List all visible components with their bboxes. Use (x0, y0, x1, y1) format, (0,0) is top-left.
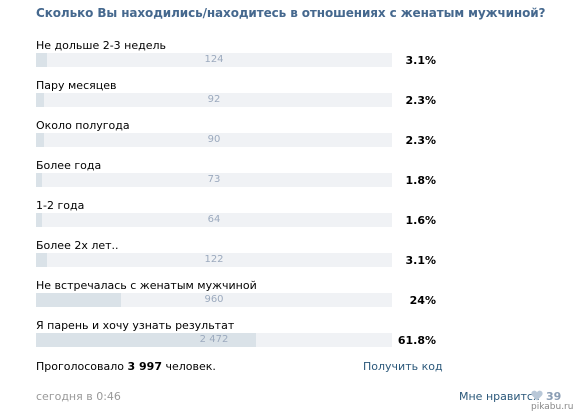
option-vote-count: 122 (204, 254, 224, 265)
option-bar: 124 (36, 53, 392, 67)
option-bar: 122 (36, 253, 392, 267)
option-percent: 24% (409, 294, 436, 307)
option-bar: 64 (36, 213, 392, 227)
voters-count: 3 997 (127, 360, 162, 373)
option-label: Более 2х лет.. (36, 239, 119, 252)
heart-icon[interactable] (531, 390, 543, 401)
option-vote-count: 73 (207, 174, 221, 185)
option-bar-fill (36, 93, 44, 107)
option-vote-count: 90 (207, 134, 221, 145)
option-bar: 2 472 (36, 333, 392, 347)
option-bar-fill (36, 133, 44, 147)
watermark: pikabu.ru (531, 402, 574, 412)
voters-prefix: Проголосовало (36, 360, 125, 373)
option-bar-fill (36, 173, 42, 187)
option-label: Не встречалась с женатым мужчиной (36, 279, 257, 292)
option-percent: 1.8% (405, 174, 436, 187)
option-percent: 2.3% (405, 134, 436, 147)
option-bar-fill (36, 293, 121, 307)
voters-summary: Проголосовало 3 997 человек. (36, 360, 216, 373)
option-label: Я парень и хочу узнать результат (36, 319, 235, 332)
option-bar-fill (36, 53, 47, 67)
option-vote-count: 2 472 (199, 334, 229, 345)
option-percent: 1.6% (405, 214, 436, 227)
option-vote-count: 124 (204, 54, 224, 65)
poll-title: Сколько Вы находились/находитесь в отнош… (36, 6, 546, 20)
poll-option[interactable]: Не встречалась с женатым мужчиной 960 24… (0, 279, 583, 319)
option-label: Не дольше 2-3 недель (36, 39, 167, 52)
option-vote-count: 64 (207, 214, 221, 225)
poll-option[interactable]: Более года 73 1.8% (0, 159, 583, 199)
voters-suffix: человек. (165, 360, 216, 373)
option-percent: 3.1% (405, 54, 436, 67)
option-bar: 73 (36, 173, 392, 187)
poll-option[interactable]: Около полугода 90 2.3% (0, 119, 583, 159)
poll-option[interactable]: Более 2х лет.. 122 3.1% (0, 239, 583, 279)
like-button[interactable]: Мне нравится (459, 390, 540, 403)
poll-option[interactable]: Не дольше 2-3 недель 124 3.1% (0, 39, 583, 79)
option-vote-count: 960 (204, 294, 224, 305)
option-percent: 3.1% (405, 254, 436, 267)
poll-option[interactable]: 1-2 года 64 1.6% (0, 199, 583, 239)
option-vote-count: 92 (207, 94, 221, 105)
option-label: Более года (36, 159, 102, 172)
get-code-link[interactable]: Получить код (363, 360, 443, 373)
option-percent: 2.3% (405, 94, 436, 107)
option-bar-fill (36, 253, 47, 267)
option-label: Около полугода (36, 119, 130, 132)
option-percent: 61.8% (397, 334, 436, 347)
option-bar-fill (36, 333, 256, 347)
poll-option[interactable]: Я парень и хочу узнать результат 2 472 6… (0, 319, 583, 359)
option-bar: 960 (36, 293, 392, 307)
post-timestamp[interactable]: сегодня в 0:46 (36, 390, 121, 403)
poll-option[interactable]: Пару месяцев 92 2.3% (0, 79, 583, 119)
option-bar: 90 (36, 133, 392, 147)
option-bar: 92 (36, 93, 392, 107)
option-label: 1-2 года (36, 199, 85, 212)
option-label: Пару месяцев (36, 79, 117, 92)
like-count: 39 (546, 390, 562, 403)
option-bar-fill (36, 213, 42, 227)
